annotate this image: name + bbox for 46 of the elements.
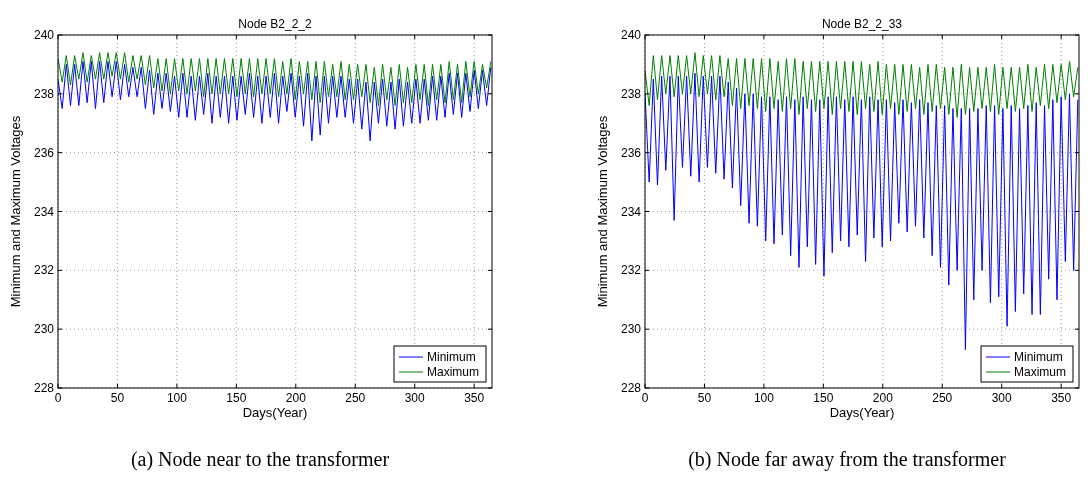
x-tick-label: 250 — [932, 391, 953, 405]
line-series — [645, 52, 1079, 118]
x-tick-label: 150 — [813, 391, 834, 405]
y-tick-label: 230 — [33, 322, 55, 337]
x-tick-label: 50 — [110, 391, 125, 405]
y-tick-label: 228 — [33, 381, 55, 395]
y-tick-label: 240 — [33, 28, 55, 42]
y-tick-label: 234 — [33, 204, 55, 219]
y-tick-label: 228 — [620, 381, 642, 395]
x-tick-label: 0 — [54, 391, 62, 405]
x-tick-label: 200 — [872, 391, 894, 405]
legend-label: Maximum — [1014, 365, 1067, 379]
line-series — [645, 72, 1079, 351]
y-tick-label: 236 — [33, 145, 55, 160]
line-series — [58, 60, 492, 142]
line-series — [58, 52, 492, 107]
text: (b) Node far away from the transformer — [688, 448, 1007, 471]
y-tick-label: 232 — [33, 263, 55, 278]
y-tick-label: 240 — [620, 28, 642, 42]
x-tick-label: 100 — [166, 391, 188, 405]
y-tick-label: 238 — [620, 86, 642, 101]
x-tick-label: 350 — [1051, 391, 1072, 405]
chart-title: Node B2_2_2 — [238, 17, 313, 31]
y-tick-label: 238 — [33, 86, 55, 101]
legend-label: Minimum — [1014, 350, 1063, 364]
y-axis-title: Minimum and Maximum Voltages — [8, 115, 23, 308]
y-tick-label: 236 — [620, 145, 642, 160]
text: (a) Node near to the transformer — [130, 448, 390, 471]
y-axis-title: Minimum and Maximum Voltages — [595, 115, 610, 308]
y-tick-label: 230 — [620, 322, 642, 337]
x-tick-label: 50 — [697, 391, 712, 405]
x-tick-label: 300 — [404, 391, 426, 405]
y-tick-label: 234 — [620, 204, 642, 219]
x-tick-label: 300 — [991, 391, 1013, 405]
legend-label: Minimum — [427, 350, 476, 364]
y-tick-label: 232 — [620, 263, 642, 278]
x-tick-label: 100 — [753, 391, 775, 405]
x-tick-label: 0 — [641, 391, 649, 405]
x-tick-label: 200 — [285, 391, 307, 405]
x-tick-label: 350 — [464, 391, 485, 405]
x-axis-title: Days(Year) — [829, 405, 895, 420]
x-axis-title: Days(Year) — [242, 405, 308, 420]
chart-title: Node B2_2_33 — [821, 17, 903, 31]
x-tick-label: 250 — [345, 391, 366, 405]
legend-label: Maximum — [427, 365, 480, 379]
x-tick-label: 150 — [226, 391, 247, 405]
